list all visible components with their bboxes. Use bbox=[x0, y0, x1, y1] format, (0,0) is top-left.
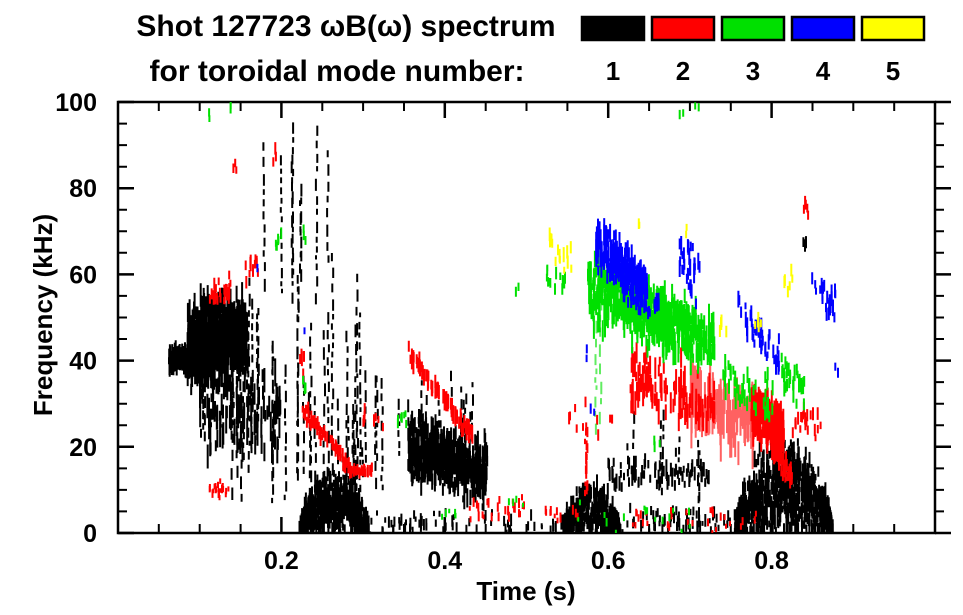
y-tick-label-100: 100 bbox=[55, 89, 97, 117]
y-tick-label-40: 40 bbox=[69, 348, 97, 376]
legend-swatch-mode-3 bbox=[720, 15, 786, 42]
x-tick-label-0.2: 0.2 bbox=[264, 547, 299, 575]
x-axis-label: Time (s) bbox=[476, 576, 575, 606]
legend-label-mode-5: 5 bbox=[886, 56, 900, 86]
legend-swatch-mode-2 bbox=[650, 15, 716, 42]
y-tick-label-80: 80 bbox=[69, 175, 97, 203]
legend-label-mode-2: 2 bbox=[676, 56, 690, 86]
marks-mode-4 bbox=[256, 218, 839, 416]
chart-title-line1: Shot 127723 ωB(ω) spectrum bbox=[136, 10, 555, 43]
legend-label-mode-3: 3 bbox=[746, 56, 760, 86]
marks-mode-2-pale bbox=[689, 353, 757, 470]
y-tick-label-20: 20 bbox=[69, 434, 97, 462]
y-axis-label: Frequency (kHz) bbox=[28, 214, 58, 416]
legend-label-mode-1: 1 bbox=[606, 56, 620, 86]
x-tick-label-0.4: 0.4 bbox=[427, 547, 462, 575]
legend-swatch-mode-5 bbox=[860, 15, 926, 42]
x-tick-label-0.8: 0.8 bbox=[754, 547, 789, 575]
data-marks bbox=[168, 102, 839, 533]
legend: 1 2 3 4 5 bbox=[580, 15, 926, 86]
y-tick-label-0: 0 bbox=[83, 520, 97, 548]
marks-mode-5 bbox=[548, 218, 794, 338]
x-tick-label-0.6: 0.6 bbox=[591, 547, 626, 575]
chart-title: Shot 127723 ωB(ω) spectrum for toroidal … bbox=[136, 10, 555, 88]
legend-label-mode-4: 4 bbox=[816, 56, 831, 86]
marks-mode-2 bbox=[208, 142, 822, 533]
marks-mode-1 bbox=[168, 122, 834, 533]
tick-labels: 0.2 0.4 0.6 0.8 0 20 40 60 80 100 bbox=[55, 89, 789, 575]
legend-swatch-mode-4 bbox=[790, 15, 856, 42]
y-tick-label-60: 60 bbox=[69, 261, 97, 289]
marks-mode-3 bbox=[208, 102, 806, 533]
legend-swatch-mode-1 bbox=[580, 15, 646, 42]
chart-title-line2: for toroidal mode number: bbox=[150, 55, 525, 88]
marks-mode-3-pale bbox=[594, 299, 603, 435]
